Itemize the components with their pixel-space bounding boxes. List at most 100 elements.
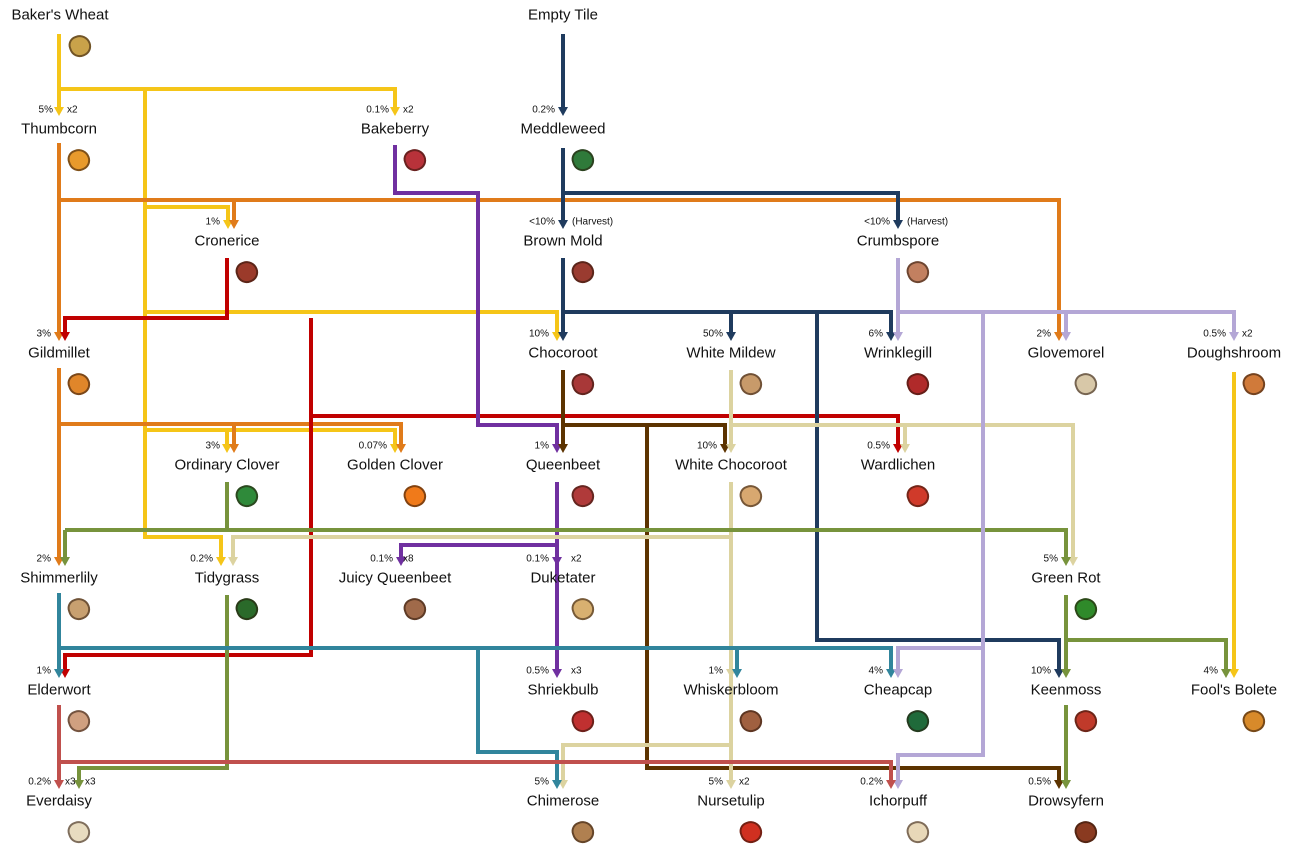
arrowhead-green	[1061, 557, 1071, 566]
arrowhead-rose	[886, 780, 896, 789]
arrowhead-tan	[228, 557, 238, 566]
arrowhead-lavender	[893, 780, 903, 789]
mutation-chance: 0.1%	[370, 553, 393, 565]
edge-orange	[59, 198, 1061, 335]
arrowhead-orange	[229, 220, 239, 229]
node-doughshroom: Doughshroom	[1186, 344, 1282, 362]
node-cheapcap: Cheapcap	[863, 681, 933, 699]
mutation-chance: 50%	[702, 328, 723, 340]
arrowhead-lavender	[1229, 332, 1239, 341]
mutation-chance: 5%	[1043, 553, 1058, 565]
mutation-chance: 0.2%	[860, 776, 883, 788]
arrowhead-navy	[893, 220, 903, 229]
arrowhead-navy	[1054, 669, 1064, 678]
node-wrinklegill: Wrinklegill	[863, 344, 933, 362]
arrowhead-yellow	[390, 107, 400, 116]
mutation-chance: 0.2%	[28, 776, 51, 788]
mutation-chance: 5%	[708, 776, 723, 788]
arrowhead-red	[60, 332, 70, 341]
edge-red	[63, 318, 313, 672]
arrowhead-tan	[900, 444, 910, 453]
node-ordinary-clover: Ordinary Clover	[174, 456, 280, 474]
arrowhead-orange	[1054, 332, 1064, 341]
edge-yellow	[145, 205, 230, 223]
mutation-chance: 2%	[36, 553, 51, 565]
yield-multiplier: (Harvest)	[907, 216, 949, 228]
edge-teal	[59, 646, 893, 672]
arrowhead-yellow	[216, 557, 226, 566]
node-chocoroot: Chocoroot	[528, 344, 598, 362]
arrowhead-lavender	[893, 669, 903, 678]
arrowhead-tan	[1068, 557, 1078, 566]
edge-brown	[563, 423, 727, 447]
edge-lavender	[898, 310, 1236, 335]
edge-yellow	[145, 428, 397, 447]
arrowhead-navy	[558, 107, 568, 116]
node-green-rot: Green Rot	[1031, 569, 1101, 587]
edge-purple	[393, 145, 559, 447]
node-glovemorel: Glovemorel	[1027, 344, 1105, 362]
arrowhead-teal	[732, 669, 742, 678]
mutation-chance: 10%	[528, 328, 549, 340]
edge-lavender	[896, 646, 983, 672]
mutation-chance: 3%	[205, 440, 220, 452]
edge-yellow	[143, 89, 223, 560]
yield-multiplier-secondary: x3	[85, 776, 96, 788]
node-everdaisy: Everdaisy	[26, 792, 92, 810]
edge-green	[65, 528, 1068, 560]
node-white-chocoroot: White Chocoroot	[675, 456, 787, 474]
arrowhead-teal	[886, 669, 896, 678]
edge-lavender	[896, 312, 985, 783]
arrowhead-orange	[229, 444, 239, 453]
edge-green	[1066, 638, 1228, 672]
node-crumbspore: Crumbspore	[856, 232, 940, 250]
mutation-chance: 0.2%	[190, 553, 213, 565]
node-gildmillet: Gildmillet	[28, 344, 90, 362]
arrowhead-navy	[886, 332, 896, 341]
arrowhead-yellow	[222, 444, 232, 453]
edge-purple	[399, 543, 557, 560]
mutation-chance: 4%	[868, 665, 883, 677]
edge-navy	[563, 191, 900, 223]
edge-orange	[59, 422, 403, 447]
node-drowsyfern: Drowsyfern	[1028, 792, 1104, 810]
arrowhead-tan	[726, 444, 736, 453]
edge-teal	[476, 648, 559, 783]
edge-navy	[815, 312, 1061, 672]
arrowhead-navy	[558, 220, 568, 229]
arrowhead-green	[60, 557, 70, 566]
arrowhead-lavender	[893, 332, 903, 341]
node-cronerice: Cronerice	[194, 232, 260, 250]
node-queenbeet: Queenbeet	[525, 456, 601, 474]
edge-red	[311, 414, 900, 447]
mutation-chance: 2%	[1036, 328, 1051, 340]
arrowhead-green	[1221, 669, 1231, 678]
edge-tan	[731, 423, 1075, 560]
mutation-chance: 0.1%	[366, 104, 389, 116]
mutation-chance: 5%	[38, 104, 53, 116]
node-shriekbulb: Shriekbulb	[527, 681, 599, 699]
node-juicy-queenbeet: Juicy Queenbeet	[338, 569, 452, 587]
yield-multiplier: x2	[67, 104, 78, 116]
mutation-chance: 1%	[534, 440, 549, 452]
edge-green	[77, 595, 229, 783]
mutation-chance: 0.5%	[1203, 328, 1226, 340]
edge-yellow	[145, 310, 559, 335]
yield-multiplier: x2	[739, 776, 750, 788]
node-thumbcorn: Thumbcorn	[21, 120, 97, 138]
edge-tan	[561, 743, 731, 783]
yield-multiplier: x2	[1242, 328, 1253, 340]
arrowhead-tan	[726, 780, 736, 789]
arrowhead-brown	[1054, 780, 1064, 789]
arrowhead-green	[74, 780, 84, 789]
arrowhead-navy	[726, 332, 736, 341]
node-chimerose: Chimerose	[526, 792, 600, 810]
mutation-chance: 0.5%	[867, 440, 890, 452]
yield-multiplier: x2	[571, 553, 582, 565]
node-fool-s-bolete: Fool's Bolete	[1190, 681, 1278, 699]
node-empty-tile: Empty Tile	[527, 6, 599, 24]
yield-multiplier: (Harvest)	[572, 216, 614, 228]
mutation-chance: <10%	[864, 216, 890, 228]
arrowhead-orange	[396, 444, 406, 453]
